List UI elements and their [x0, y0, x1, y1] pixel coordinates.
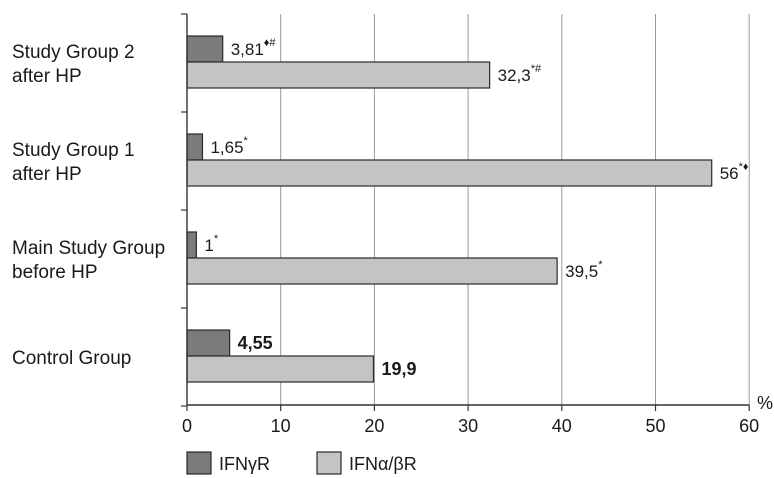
legend-swatch	[316, 451, 342, 475]
data-label-value: 1,65	[210, 138, 243, 157]
legend-swatch	[186, 451, 212, 475]
x-tick-label: 40	[552, 416, 572, 436]
category-label: Main Study Group before HP	[12, 238, 165, 283]
data-label: 39,5*	[565, 259, 603, 281]
x-tick-label: 0	[182, 416, 192, 436]
data-label: 1*	[204, 233, 218, 255]
bar	[186, 159, 713, 187]
data-label-value: 39,5	[565, 262, 598, 281]
data-label-value: 56	[720, 164, 739, 183]
bar	[186, 231, 197, 259]
bar	[186, 257, 558, 285]
data-label-marker: *	[214, 233, 219, 245]
category-labels: Study Group 2 after HP Study Group 1 after …	[12, 42, 165, 369]
data-label-value: 3,81	[231, 40, 264, 59]
x-unit-label: %	[757, 393, 773, 413]
category-label-line: after HP	[12, 66, 82, 87]
bar	[186, 329, 231, 357]
x-tick-label: 10	[271, 416, 291, 436]
data-label: 3,81♦#	[231, 37, 277, 59]
category-label-line: Main Study Group	[12, 238, 165, 259]
data-label-value: 4,55	[238, 333, 273, 353]
category-label: Study Group 1 after HP	[12, 140, 135, 185]
category-label: Control Group	[12, 348, 131, 369]
category-label-line: Control Group	[12, 348, 131, 369]
data-label-marker: *	[598, 259, 603, 271]
data-label-value: 32,3	[498, 66, 531, 85]
legend-label: IFNα/βR	[349, 454, 417, 474]
category-label-line: after HP	[12, 164, 82, 185]
x-tick-label: 60	[739, 416, 759, 436]
data-label: 56*♦	[720, 161, 749, 183]
x-tick-label: 50	[645, 416, 665, 436]
category-label-line: Study Group 2	[12, 42, 135, 63]
data-label-marker: ♦#	[264, 37, 277, 49]
category-label: Study Group 2 after HP	[12, 42, 135, 87]
x-tick-label: 30	[458, 416, 478, 436]
data-label: 32,3*#	[498, 63, 542, 85]
data-label-marker: *	[244, 135, 249, 147]
data-label-value: 19,9	[381, 359, 416, 379]
data-label-marker: *#	[531, 63, 542, 75]
legend-label: IFNγR	[219, 454, 270, 474]
legend: IFNγR IFNα/βR	[186, 451, 417, 475]
category-label-line: Study Group 1	[12, 140, 135, 161]
data-label: 1,65*	[210, 135, 248, 157]
data-label: 4,55	[238, 333, 273, 353]
bar	[186, 35, 224, 63]
bar	[186, 355, 375, 383]
bar	[186, 61, 491, 89]
bar	[186, 133, 204, 161]
data-label-value: 1	[204, 236, 213, 255]
x-tick-labels: 0 10 20 30 40 50 60	[182, 416, 759, 436]
x-tick-label: 20	[364, 416, 384, 436]
data-label-marker: *♦	[739, 161, 749, 173]
axes	[181, 13, 750, 411]
bars	[186, 35, 713, 383]
category-label-line: before HP	[12, 262, 98, 283]
data-label: 19,9	[381, 359, 416, 379]
